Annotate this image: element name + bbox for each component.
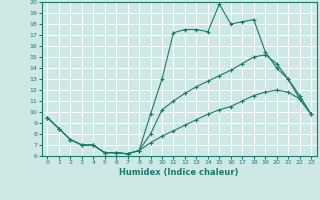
X-axis label: Humidex (Indice chaleur): Humidex (Indice chaleur): [119, 168, 239, 177]
